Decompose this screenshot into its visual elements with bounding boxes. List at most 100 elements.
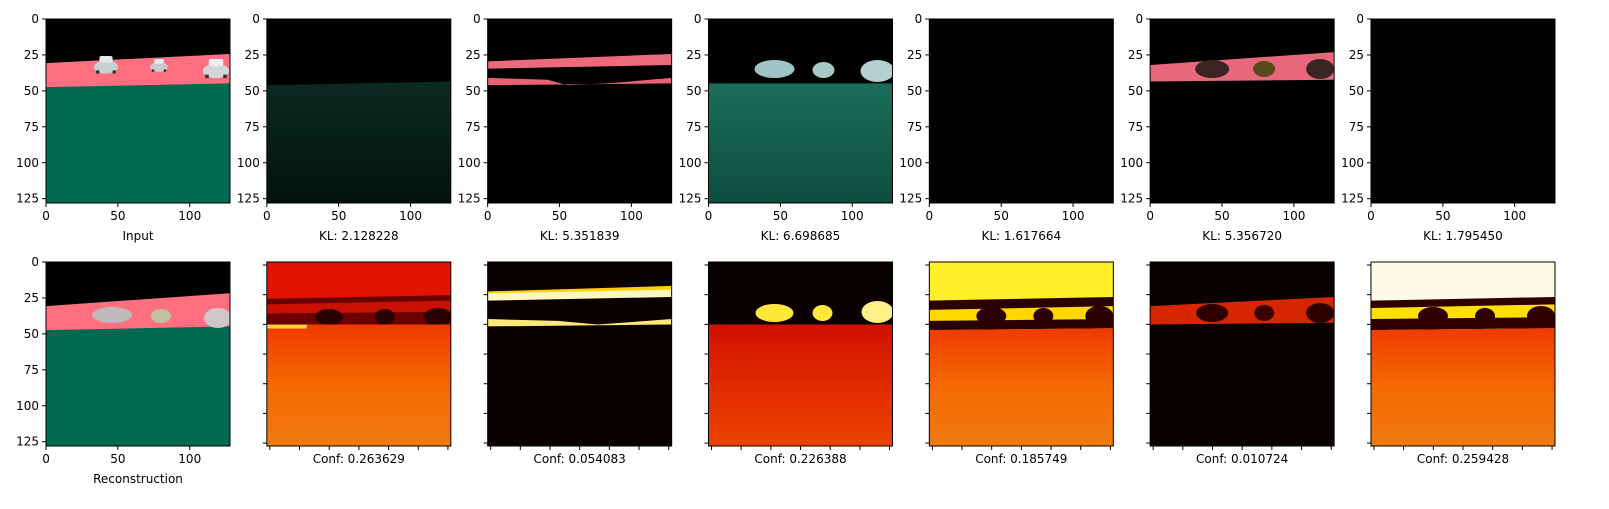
y-tick-label: 0 bbox=[31, 12, 39, 26]
car-blur bbox=[204, 308, 230, 328]
sky-region bbox=[46, 19, 230, 64]
building-region bbox=[46, 293, 230, 331]
x-tick-label: 0 bbox=[705, 209, 713, 223]
car-conf bbox=[976, 307, 1007, 325]
panel-label: KL: 6.698685 bbox=[761, 229, 841, 243]
car-conf bbox=[1417, 307, 1448, 325]
x-tick-label: 0 bbox=[263, 209, 271, 223]
panel-image bbox=[929, 262, 1114, 446]
car-dark bbox=[1195, 60, 1230, 78]
y-tick-label: 50 bbox=[24, 84, 39, 98]
car-conf bbox=[861, 301, 893, 323]
panel-r1-c0: 0 50 100 0 25 50 75 100 125 Reconstruction bbox=[16, 255, 231, 486]
background bbox=[1370, 19, 1555, 203]
y-tick-label: 75 bbox=[24, 363, 39, 377]
x-tick-label: 0 bbox=[1367, 209, 1375, 223]
axes-frame bbox=[45, 261, 231, 447]
x-tick-label: 50 bbox=[110, 209, 125, 223]
road-region bbox=[708, 83, 893, 203]
panel-image bbox=[266, 262, 451, 446]
road-conf bbox=[266, 324, 451, 446]
panel-image bbox=[1150, 19, 1335, 203]
car-wheel bbox=[151, 69, 155, 72]
background-conf bbox=[1150, 262, 1335, 446]
panel-label: Input bbox=[122, 229, 153, 243]
y-tick-label: 100 bbox=[1341, 156, 1364, 170]
y-tick-label: 125 bbox=[899, 192, 922, 206]
y-tick-label: 125 bbox=[16, 435, 39, 449]
car-conf bbox=[755, 304, 794, 322]
y-tick-label: 100 bbox=[16, 156, 39, 170]
car-conf bbox=[1474, 308, 1495, 324]
y-tick-label: 50 bbox=[907, 84, 922, 98]
car-conf bbox=[1033, 308, 1054, 324]
y-tick-label: 25 bbox=[1349, 48, 1364, 62]
car-wheel bbox=[205, 74, 209, 79]
car-conf bbox=[314, 309, 343, 325]
panel-r0-c3: 0 50 100 0 25 50 75 100 125 KL: 6.698685 bbox=[679, 12, 893, 243]
panel-label: Conf: 0.263629 bbox=[313, 452, 405, 466]
panel-label: Conf: 0.226388 bbox=[754, 452, 846, 466]
car-body bbox=[202, 63, 230, 79]
y-tick-label: 100 bbox=[458, 156, 481, 170]
car-blur bbox=[151, 309, 171, 323]
car-conf bbox=[1196, 304, 1229, 322]
car-conf bbox=[423, 308, 451, 326]
car-conf bbox=[1254, 305, 1275, 321]
y-tick-label: 0 bbox=[694, 12, 702, 26]
y-tick-label: 25 bbox=[24, 48, 39, 62]
x-tick-label: 100 bbox=[620, 209, 643, 223]
y-tick-label: 75 bbox=[1128, 120, 1143, 134]
y-tick-label: 125 bbox=[1341, 192, 1364, 206]
panel-label: KL: 5.351839 bbox=[540, 229, 620, 243]
y-tick-label: 0 bbox=[252, 12, 260, 26]
background bbox=[929, 19, 1114, 203]
y-tick-label: 25 bbox=[245, 48, 260, 62]
panel-label: Conf: 0.259428 bbox=[1417, 452, 1509, 466]
y-tick-label: 100 bbox=[1120, 156, 1143, 170]
y-tick-label: 125 bbox=[237, 192, 260, 206]
road-conf bbox=[1370, 328, 1555, 446]
panel-image bbox=[487, 19, 672, 203]
car bbox=[202, 59, 230, 79]
y-tick-label: 75 bbox=[686, 120, 701, 134]
panel-r1-c3: Conf: 0.226388 bbox=[704, 261, 893, 466]
y-tick-label: 50 bbox=[1349, 84, 1364, 98]
x-tick-label: 50 bbox=[1214, 209, 1229, 223]
x-tick-label: 100 bbox=[178, 209, 201, 223]
car-blur bbox=[860, 60, 893, 82]
y-tick-label: 100 bbox=[16, 399, 39, 413]
panel-image bbox=[929, 19, 1114, 203]
axes-frame bbox=[1149, 18, 1335, 204]
y-tick-label: 75 bbox=[465, 120, 480, 134]
y-tick-label: 125 bbox=[16, 192, 39, 206]
y-tick-label: 75 bbox=[907, 120, 922, 134]
panel-image bbox=[708, 262, 893, 446]
band-conf bbox=[266, 300, 451, 314]
y-tick-label: 100 bbox=[237, 156, 260, 170]
panel-label: Conf: 0.054083 bbox=[534, 452, 626, 466]
car-wheel bbox=[112, 70, 116, 74]
y-tick-label: 125 bbox=[679, 192, 702, 206]
y-tick-label: 50 bbox=[24, 327, 39, 341]
panel-r1-c5: Conf: 0.010724 bbox=[1146, 261, 1335, 466]
y-tick-label: 50 bbox=[465, 84, 480, 98]
x-tick-label: 100 bbox=[841, 209, 864, 223]
axes-frame bbox=[266, 18, 452, 204]
panel-image bbox=[266, 19, 451, 203]
panel-label: KL: 1.617664 bbox=[981, 229, 1061, 243]
edge-conf bbox=[266, 324, 307, 329]
car bbox=[150, 59, 168, 72]
panel-label: KL: 2.128228 bbox=[319, 229, 399, 243]
y-tick-label: 100 bbox=[679, 156, 702, 170]
car-roof bbox=[99, 56, 113, 63]
panel-r1-c1: Conf: 0.263629 bbox=[262, 261, 452, 466]
axes-frame bbox=[45, 18, 231, 204]
band-conf bbox=[1150, 296, 1335, 325]
y-tick-label: 100 bbox=[899, 156, 922, 170]
x-tick-label: 0 bbox=[42, 209, 50, 223]
y-tick-label: 50 bbox=[1128, 84, 1143, 98]
x-tick-label: 50 bbox=[110, 452, 125, 466]
panel-r1-c4: Conf: 0.185749 bbox=[925, 261, 1114, 466]
